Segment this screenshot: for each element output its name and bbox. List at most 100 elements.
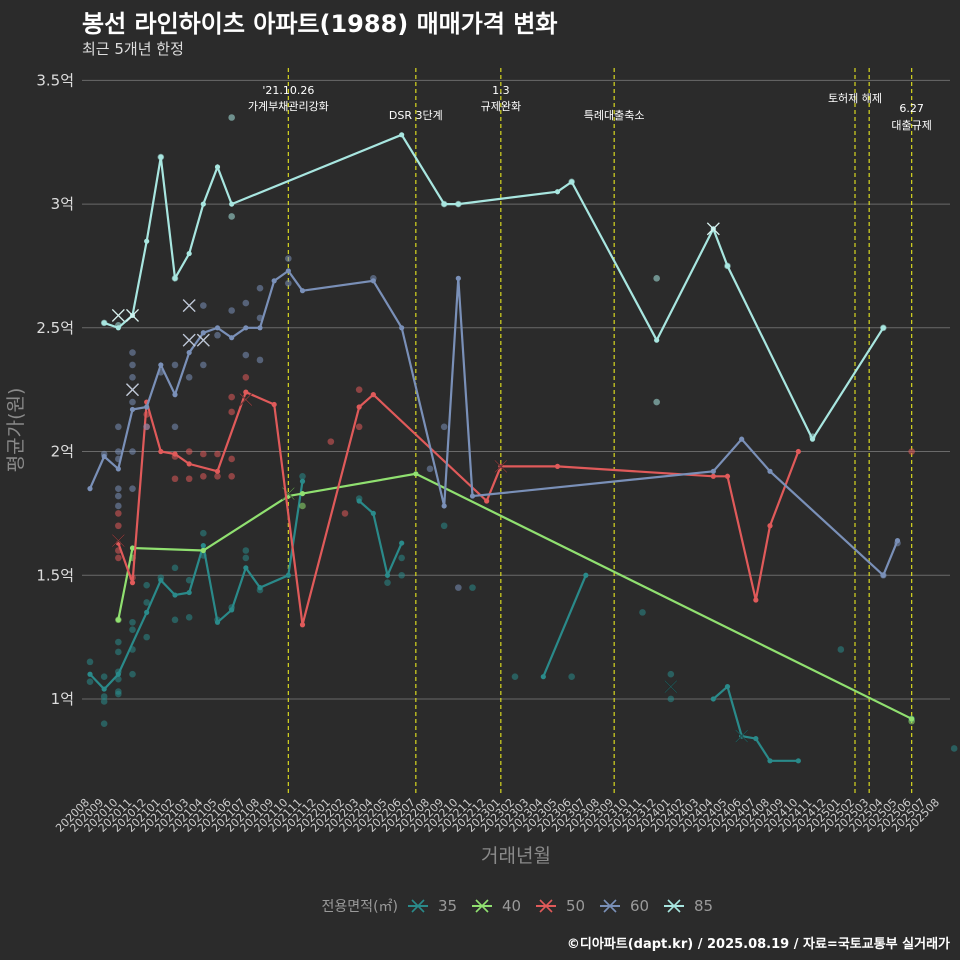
data-point bbox=[285, 255, 292, 262]
event-annotation: 특례대출축소 bbox=[584, 109, 645, 122]
data-point bbox=[115, 690, 122, 698]
data-point bbox=[214, 331, 221, 339]
data-point bbox=[185, 576, 193, 584]
data-point bbox=[950, 745, 958, 752]
data-point bbox=[511, 673, 519, 681]
line-vertex bbox=[399, 132, 405, 138]
data-point bbox=[185, 448, 193, 455]
line-vertex bbox=[172, 451, 178, 457]
line-vertex bbox=[87, 486, 93, 492]
line-vertex bbox=[299, 622, 306, 628]
data-point bbox=[115, 675, 122, 683]
data-point bbox=[100, 693, 108, 700]
data-point bbox=[115, 648, 122, 656]
data-point bbox=[667, 670, 675, 678]
data-point bbox=[200, 361, 207, 369]
line-vertex bbox=[115, 671, 121, 677]
line-vertex bbox=[172, 592, 178, 598]
line-vertex bbox=[795, 758, 801, 764]
data-point bbox=[384, 579, 391, 586]
data-point bbox=[256, 284, 264, 292]
line-vertex bbox=[158, 154, 164, 160]
data-point bbox=[228, 408, 235, 416]
data-point bbox=[129, 398, 136, 406]
line-vertex bbox=[144, 404, 150, 410]
event-annotation: 6.27 bbox=[899, 102, 924, 115]
data-point bbox=[143, 599, 150, 606]
data-point bbox=[440, 423, 448, 431]
y-axis-title: 평균가(원) bbox=[5, 388, 27, 473]
data-point bbox=[228, 472, 235, 480]
line-vertex bbox=[101, 686, 107, 692]
data-point bbox=[200, 450, 207, 458]
event-annotation: 대출규제 bbox=[891, 119, 931, 132]
line-vertex bbox=[880, 325, 886, 331]
line-vertex bbox=[880, 572, 886, 578]
line-vertex bbox=[229, 201, 235, 207]
line-vertex bbox=[200, 330, 206, 336]
data-point bbox=[299, 502, 306, 510]
data-point bbox=[355, 423, 363, 431]
line-vertex bbox=[200, 542, 206, 549]
line-vertex bbox=[186, 589, 192, 596]
x-marker-tint bbox=[735, 729, 748, 743]
x-marker-tint bbox=[494, 460, 508, 473]
line-vertex bbox=[200, 201, 206, 207]
data-point bbox=[115, 502, 122, 510]
event-annotation: 토허제 해제 bbox=[828, 91, 882, 105]
line-vertex bbox=[441, 201, 447, 207]
line-vertex bbox=[214, 619, 221, 625]
data-point bbox=[115, 448, 122, 455]
data-point bbox=[341, 510, 349, 517]
line-vertex bbox=[158, 362, 164, 368]
data-point bbox=[242, 299, 250, 307]
chart-subtitle: 최근 5개년 한정 bbox=[82, 40, 184, 58]
event-annotation: 규제완화 bbox=[481, 100, 521, 113]
y-tick-label: 1억 bbox=[51, 690, 74, 708]
x-marker-tint bbox=[126, 383, 139, 396]
line-vertex bbox=[271, 278, 277, 284]
line-vertex bbox=[144, 238, 150, 244]
data-point bbox=[200, 302, 207, 309]
data-point bbox=[86, 678, 94, 685]
line-vertex bbox=[753, 597, 759, 603]
line-vertex bbox=[186, 250, 192, 257]
data-point bbox=[129, 485, 136, 492]
data-point bbox=[653, 275, 660, 282]
data-point bbox=[299, 472, 306, 480]
line-vertex bbox=[158, 448, 164, 455]
legend-marker bbox=[539, 899, 553, 913]
data-point bbox=[256, 356, 264, 364]
y-tick-label: 2억 bbox=[51, 443, 74, 461]
data-point bbox=[242, 374, 250, 381]
line-vertex bbox=[569, 179, 575, 185]
data-point bbox=[129, 670, 136, 678]
line-vertex bbox=[654, 337, 660, 343]
data-point bbox=[129, 448, 136, 455]
legend-item-85: 85 bbox=[664, 897, 713, 915]
legend-marker bbox=[475, 899, 489, 913]
line-vertex bbox=[455, 201, 461, 207]
line-vertex bbox=[724, 263, 731, 269]
line-vertex bbox=[469, 493, 476, 499]
line-vertex bbox=[724, 473, 731, 479]
chart-title: 봉선 라인하이츠 아파트(1988) 매매가격 변화 bbox=[82, 10, 558, 38]
y-tick-label: 3.5억 bbox=[36, 71, 74, 89]
line-vertex bbox=[129, 406, 136, 413]
data-point bbox=[398, 571, 405, 579]
data-point bbox=[327, 438, 335, 445]
data-point bbox=[115, 522, 122, 530]
data-point bbox=[228, 114, 235, 121]
line-vertex bbox=[710, 468, 716, 474]
legend-label: 35 bbox=[438, 897, 457, 915]
line-vertex bbox=[257, 585, 263, 591]
line-vertex bbox=[399, 540, 405, 546]
x-marker-tint bbox=[239, 393, 253, 406]
legend-label: 40 bbox=[502, 897, 521, 915]
line-vertex bbox=[299, 478, 306, 484]
line-vertex bbox=[172, 392, 178, 398]
line-vertex bbox=[724, 684, 731, 690]
legend-item-50: 50 bbox=[536, 897, 585, 915]
line-vertex bbox=[384, 572, 391, 578]
